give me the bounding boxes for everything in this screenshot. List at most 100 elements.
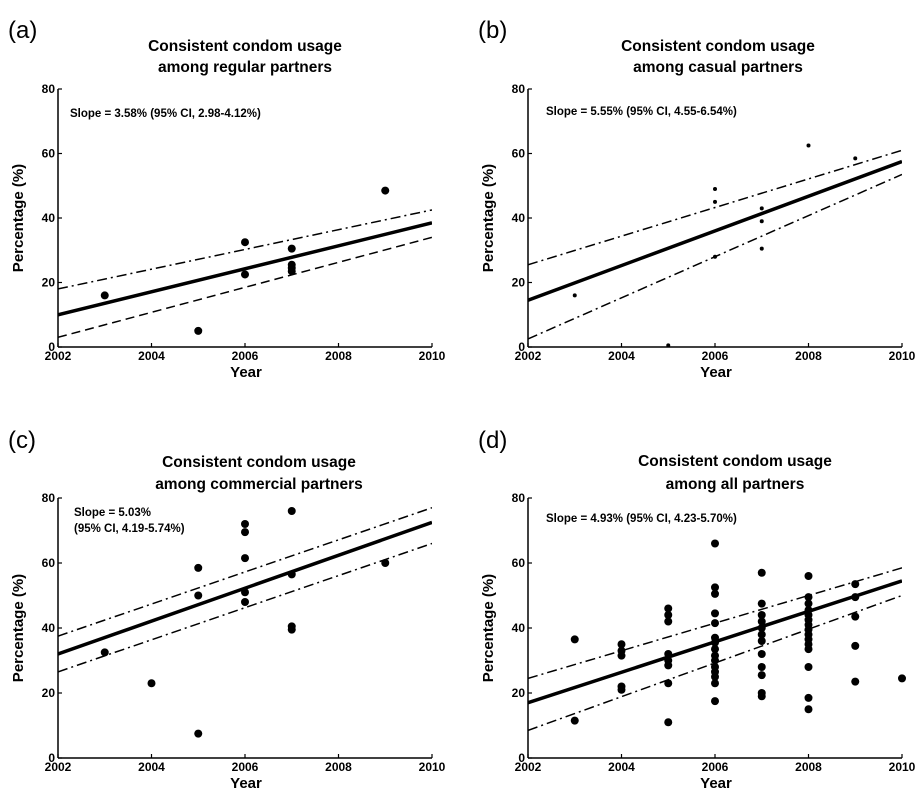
data-point: [757, 637, 766, 645]
data-point: [664, 661, 673, 670]
chart-title: Consistent condom usage: [621, 38, 815, 55]
data-point: [617, 651, 626, 660]
data-point: [713, 254, 717, 259]
data-point: [572, 293, 577, 298]
data-point: [666, 343, 671, 348]
data-point: [757, 663, 766, 671]
data-point: [759, 206, 764, 211]
data-point: [804, 693, 813, 702]
data-point: [711, 638, 719, 647]
x-tick-label: 2006: [702, 760, 729, 774]
data-point: [713, 199, 717, 204]
chart-title: Consistent condom usage: [162, 454, 356, 471]
chart-title: Consistent condom usage: [638, 453, 832, 470]
data-point: [804, 645, 813, 654]
data-point: [241, 528, 249, 537]
data-point: [804, 705, 813, 714]
chart-title: Consistent condom usage: [148, 38, 342, 55]
data-point: [851, 641, 860, 650]
data-point: [804, 599, 813, 608]
data-point: [759, 246, 764, 251]
chart-panel: (d) Consistent condom usage among all part…: [478, 427, 916, 792]
y-tick-label: 80: [42, 491, 56, 505]
data-point: [898, 674, 906, 683]
x-tick-label: 2008: [795, 760, 822, 774]
x-tick-label: 2002: [515, 760, 542, 774]
x-tick-label: 2004: [608, 760, 635, 774]
chart-title: among commercial partners: [155, 476, 363, 493]
chart-panel: (b) Consistent condom usage among casual p…: [478, 17, 916, 381]
y-tick-label: 60: [42, 147, 56, 161]
data-point: [241, 520, 249, 528]
chart-title: among casual partners: [633, 59, 803, 76]
x-tick-label: 2008: [325, 349, 352, 363]
ci-upper-line: [58, 507, 432, 637]
x-tick-label: 2002: [45, 760, 72, 774]
data-point: [711, 656, 719, 665]
slope-annotation: Slope = 3.58% (95% CI, 2.98-4.12%): [70, 108, 261, 120]
data-point: [759, 219, 764, 224]
data-point: [711, 583, 719, 592]
data-point: [100, 291, 109, 300]
data-point: [194, 326, 203, 335]
slope-annotation: Slope = 5.55% (95% CI, 4.55-6.54%): [546, 106, 737, 118]
ci-lower-line: [58, 236, 432, 339]
y-tick-label: 60: [42, 556, 56, 570]
data-point: [851, 580, 860, 589]
panel-label: (b): [478, 17, 507, 44]
x-tick-label: 2004: [138, 760, 165, 774]
slope-annotation: Slope = 4.93% (95% CI, 4.23-5.70%): [546, 513, 737, 525]
data-point: [381, 559, 390, 567]
y-tick-label: 40: [512, 621, 526, 635]
data-point: [711, 609, 719, 618]
data-point: [664, 611, 673, 619]
y-tick-label: 0: [48, 340, 55, 354]
fit-line: [528, 159, 902, 302]
data-point: [100, 648, 109, 657]
chart-panel: (c) Consistent condom usage among commerci…: [8, 427, 446, 792]
x-tick-label: 2002: [45, 349, 72, 363]
y-axis-label: Percentage (%): [10, 574, 27, 682]
data-point: [804, 663, 813, 671]
data-point: [804, 572, 813, 580]
data-point: [241, 588, 249, 597]
data-point: [194, 729, 203, 738]
regression-lines: [58, 507, 432, 673]
data-point: [570, 635, 579, 644]
ci-lower-line: [58, 542, 432, 673]
y-axis-label: Percentage (%): [480, 164, 497, 272]
x-tick-label: 2010: [889, 760, 916, 774]
data-point: [664, 617, 673, 626]
chart-panel: (a) Consistent condom usage among regular …: [8, 17, 446, 381]
data-point: [757, 650, 766, 658]
data-point: [241, 238, 249, 247]
ci-lower-line: [528, 594, 902, 732]
data-point: [287, 625, 296, 634]
x-tick-label: 2004: [608, 349, 635, 363]
data-point: [287, 507, 296, 515]
data-point: [711, 645, 719, 654]
data-point: [713, 186, 717, 191]
x-tick-label: 2002: [515, 349, 542, 363]
data-point: [757, 599, 766, 608]
data-point: [241, 554, 249, 563]
y-axis-label: Percentage (%): [10, 164, 27, 272]
panel-label: (d): [478, 427, 507, 454]
y-tick-label: 20: [42, 276, 56, 290]
y-tick-label: 20: [512, 686, 526, 700]
x-axis-label: Year: [700, 364, 732, 381]
x-tick-label: 2010: [419, 349, 446, 363]
y-tick-label: 40: [42, 211, 56, 225]
y-tick-label: 20: [42, 686, 56, 700]
data-point: [194, 563, 203, 572]
data-point: [194, 591, 203, 600]
x-axis-label: Year: [230, 364, 262, 381]
ci-upper-line: [58, 209, 432, 290]
data-point: [711, 539, 719, 548]
x-tick-label: 2008: [325, 760, 352, 774]
data-point: [851, 677, 860, 686]
data-point: [757, 611, 766, 619]
data-point: [711, 672, 719, 681]
data-point: [851, 593, 860, 602]
data-point: [711, 589, 719, 598]
